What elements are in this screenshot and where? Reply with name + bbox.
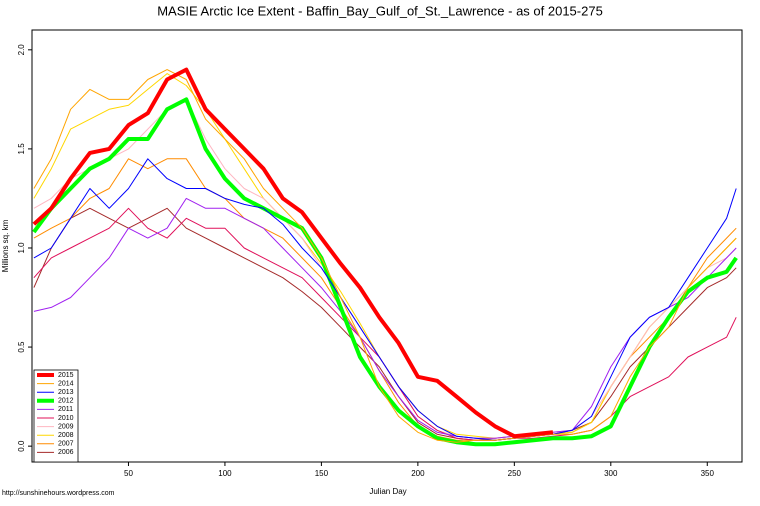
- x-tick-label: 250: [508, 469, 522, 478]
- x-tick-label: 350: [701, 469, 715, 478]
- x-axis-label: Julian Day: [369, 487, 406, 496]
- legend-label: 2014: [58, 380, 74, 387]
- series-line: [32, 67, 554, 439]
- series-line: [33, 69, 737, 443]
- y-axis-label: Millions sq. km: [1, 219, 10, 272]
- plot-frame: [31, 29, 743, 463]
- series-line: [33, 158, 737, 441]
- source: http://sunshinehours.wordpress.com: [2, 490, 115, 497]
- legend-label: 2006: [58, 449, 74, 456]
- legend-label: 2008: [58, 432, 74, 439]
- series-line: [33, 158, 737, 441]
- x-tick-label: 150: [315, 469, 329, 478]
- series-line: [32, 97, 738, 447]
- x-tick-label: 200: [411, 469, 425, 478]
- legend-label: 2011: [58, 406, 73, 413]
- legend-label: 2007: [58, 441, 74, 448]
- y-tick-label: 0.0: [17, 440, 26, 452]
- legend-label: 2015: [58, 372, 74, 379]
- y-tick-label: 1.0: [17, 242, 26, 254]
- chart-title: MASIE Arctic Ice Extent - Baffin_Bay_Gul…: [157, 3, 603, 18]
- series-line: [33, 197, 737, 439]
- legend-box: [33, 369, 79, 463]
- y-tick-label: 2.0: [17, 44, 26, 56]
- legend-label: 2013: [58, 389, 74, 396]
- series-line: [33, 207, 737, 441]
- x-tick-label: 100: [218, 469, 232, 478]
- y-tick-label: 1.5: [17, 143, 26, 155]
- x-tick-label: 300: [604, 469, 618, 478]
- legend-label: 2012: [58, 398, 74, 405]
- legend-label: 2010: [58, 415, 74, 422]
- legend-label: 2009: [58, 423, 74, 430]
- y-tick-label: 0.5: [17, 341, 26, 353]
- x-tick-label: 50: [124, 469, 133, 478]
